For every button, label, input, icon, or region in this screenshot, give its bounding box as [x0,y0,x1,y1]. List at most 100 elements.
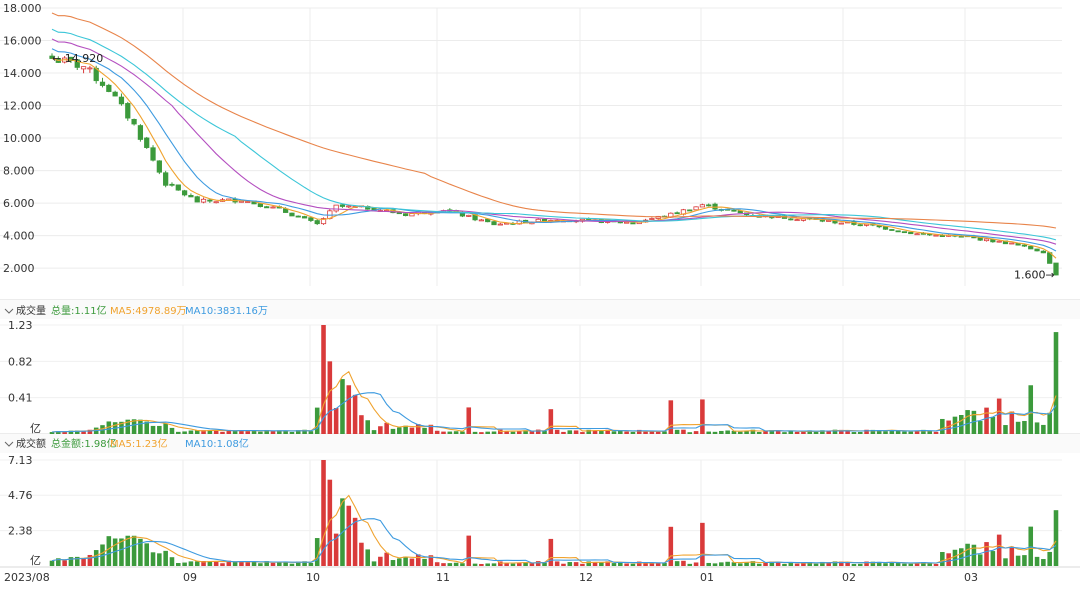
amount-bar[interactable] [479,563,484,566]
amount-bar[interactable] [744,561,749,566]
volume-bar[interactable] [687,432,693,434]
amount-bar[interactable] [599,562,604,566]
volume-bar[interactable] [176,431,181,434]
candle[interactable] [68,56,74,62]
candle[interactable] [687,209,693,212]
volume-bar[interactable] [984,407,989,434]
volume-bar[interactable] [870,429,876,434]
volume-bar[interactable] [561,431,566,434]
amount-bar[interactable] [895,563,901,566]
amount-bar[interactable] [213,561,219,566]
amount-bar[interactable] [289,563,295,566]
volume-bar[interactable] [794,431,800,434]
candle[interactable] [674,212,680,215]
amount-bar[interactable] [959,548,964,566]
volume-bar[interactable] [390,428,396,434]
candle[interactable] [617,221,623,224]
amount-bar[interactable] [81,558,86,566]
volume-bar[interactable] [725,430,730,434]
candle[interactable] [308,217,314,221]
volume-bar[interactable] [769,430,775,434]
amount-bar[interactable] [1003,558,1008,566]
volume-bar[interactable] [239,430,244,434]
amount-bar[interactable] [580,563,585,566]
amount-bar[interactable] [1028,526,1034,566]
amount-bar[interactable] [542,562,547,566]
amount-bar[interactable] [870,561,876,566]
volume-bar[interactable] [630,431,636,434]
candle[interactable] [794,219,800,222]
volume-bar[interactable] [990,416,996,434]
amount-bar[interactable] [302,561,307,566]
candle[interactable] [238,200,245,203]
amount-bar[interactable] [813,563,819,566]
volume-bar[interactable] [491,431,497,434]
amount-bar[interactable] [984,542,989,566]
candle[interactable] [491,221,497,226]
amount-bar[interactable] [826,562,831,566]
candle[interactable] [630,222,636,225]
candle[interactable] [131,118,137,125]
volume-bar[interactable] [182,431,187,434]
volume-bar[interactable] [921,429,926,434]
amount-bar[interactable] [687,563,693,566]
volume-bar[interactable] [1009,411,1015,434]
amount-bar[interactable] [857,563,863,566]
volume-bar[interactable] [403,425,408,434]
candle[interactable] [699,204,706,208]
amount-bar[interactable] [245,562,251,566]
amount-bar[interactable] [851,563,857,566]
volume-bar[interactable] [447,431,453,434]
volume-bar[interactable] [384,422,389,434]
candle[interactable] [826,220,832,222]
amount-bar[interactable] [554,561,560,566]
amount-bar[interactable] [460,563,465,566]
volume-bar[interactable] [737,431,743,434]
volume-bar[interactable] [74,430,80,434]
amount-bar[interactable] [485,563,490,566]
volume-bar[interactable] [62,431,67,434]
volume-bar[interactable] [251,430,257,434]
amount-bar[interactable] [270,562,276,566]
volume-bar[interactable] [807,430,813,434]
volume-bar[interactable] [523,430,528,434]
volume-bar[interactable] [744,430,749,434]
amount-bar[interactable] [163,550,168,566]
amount-bar[interactable] [258,563,263,566]
amount-bar[interactable] [106,536,112,566]
volume-bar[interactable] [883,431,888,434]
volume-bar[interactable] [832,429,838,434]
candle[interactable] [175,184,181,191]
amount-bar[interactable] [807,561,813,566]
candle[interactable] [712,203,718,210]
amount-bar[interactable] [662,563,667,566]
amount-bar[interactable] [283,562,288,566]
candle[interactable] [289,212,295,217]
amount-bar[interactable] [794,563,800,566]
candle[interactable] [295,215,301,218]
volume-bar[interactable] [87,429,93,434]
amount-bar[interactable] [56,558,61,566]
volume-bar[interactable] [365,420,371,434]
amount-bar[interactable] [535,561,541,566]
amount-bar[interactable] [977,554,983,566]
amount-bar[interactable] [763,562,768,566]
volume-bar[interactable] [946,420,951,434]
volume-bar[interactable] [378,426,383,434]
volume-bar[interactable] [1003,425,1008,434]
candle[interactable] [838,222,844,225]
candle[interactable] [87,67,93,70]
candle[interactable] [200,198,207,203]
volume-bar[interactable] [314,407,320,434]
volume-bar[interactable] [453,431,459,434]
volume-bar[interactable] [649,431,655,434]
volume-bar[interactable] [150,425,156,434]
amount-bar[interactable] [87,554,93,566]
amount-bar[interactable] [409,558,415,566]
volume-bar[interactable] [409,427,415,434]
candle[interactable] [731,209,737,212]
volume-bar[interactable] [662,431,667,434]
amount-bar[interactable] [125,535,131,566]
volume-bar[interactable] [119,421,124,434]
volume-bar[interactable] [277,430,282,434]
